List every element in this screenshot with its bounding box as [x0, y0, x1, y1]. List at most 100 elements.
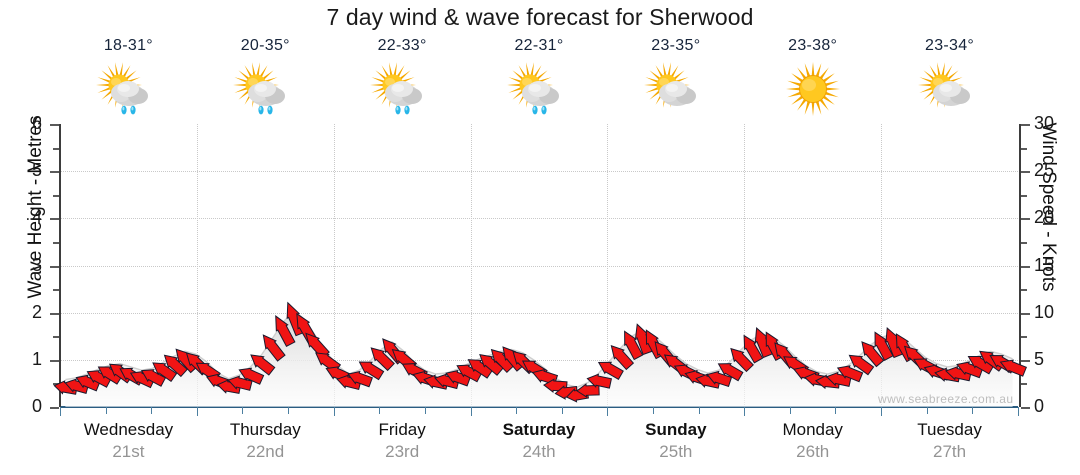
- tick-label-left: 2: [31, 301, 42, 322]
- day-temperature-range: 18-31°: [103, 37, 153, 54]
- plot-area: [60, 124, 1018, 408]
- tick-left-major: [50, 312, 59, 315]
- day-footer-monday: Monday 26th: [744, 419, 881, 463]
- tick-x-day-boundary: [60, 407, 61, 416]
- tick-left-major: [50, 124, 59, 126]
- day-header-thursday: 20-35°: [197, 36, 334, 120]
- tick-x-minor: [424, 407, 426, 414]
- tick-x-minor: [835, 407, 837, 414]
- tick-label-right: 10: [1034, 301, 1055, 322]
- day-weather-icon-wrap: [744, 60, 881, 120]
- day-weather-icon-wrap: [197, 60, 334, 120]
- tick-left-major: [50, 359, 59, 362]
- day-date-label: 27th: [933, 442, 967, 461]
- sun-cloud-icon: [643, 62, 696, 108]
- page-title: 7 day wind & wave forecast for Sherwood: [326, 4, 754, 30]
- tick-right-minor: [1021, 383, 1027, 386]
- day-weather-icon-wrap: [607, 60, 744, 120]
- tick-right-minor: [1021, 336, 1027, 339]
- tick-x-minor: [516, 407, 518, 414]
- tick-x-day-boundary: [1018, 407, 1019, 416]
- tick-x-day-boundary: [196, 407, 198, 416]
- gridline-horizontal: [60, 171, 1018, 173]
- sun-cloud-icon: [917, 62, 970, 108]
- day-footer-sunday: Sunday 25th: [607, 419, 744, 463]
- day-header-friday: 22-33°: [334, 36, 471, 120]
- tick-label-left: 4: [31, 207, 42, 228]
- day-header-saturday: 22-31°: [471, 36, 608, 120]
- gridline-day-separator: [196, 124, 198, 407]
- tick-left-minor: [53, 289, 59, 292]
- day-footer-thursday: Thursday 22nd: [197, 419, 334, 463]
- tick-x-minor: [151, 407, 153, 414]
- tick-x-minor: [379, 407, 381, 414]
- day-footer-friday: Friday 23rd: [334, 419, 471, 463]
- tick-label-right: 25: [1034, 160, 1055, 181]
- tick-label-right: 15: [1034, 254, 1055, 275]
- tick-label-right: 0: [1034, 396, 1045, 416]
- tick-right-major: [1021, 265, 1030, 268]
- tick-left-major: [50, 171, 59, 174]
- tick-left-major: [50, 265, 59, 268]
- tick-x-minor: [926, 407, 928, 414]
- day-name-label: Friday: [378, 420, 426, 439]
- tick-x-minor: [242, 407, 244, 414]
- day-temperature-range: 23-34°: [925, 37, 975, 54]
- site-watermark: www.seabreeze.com.au: [878, 392, 1014, 406]
- tick-left-minor: [53, 194, 59, 197]
- sun-icon: [785, 62, 840, 116]
- tick-label-left: 1: [31, 348, 42, 369]
- day-name-label: Thursday: [229, 420, 301, 439]
- tick-x-day-boundary: [333, 407, 335, 416]
- day-name-label: Sunday: [645, 420, 707, 439]
- tick-right-major: [1021, 218, 1030, 221]
- tick-x-minor: [288, 407, 289, 414]
- day-header-sunday: 23-35°: [607, 36, 744, 120]
- raindrops: [121, 105, 137, 115]
- tick-left-major: [50, 407, 59, 409]
- day-weather-icon-wrap: [334, 60, 471, 120]
- day-temperature-range: 22-33°: [377, 37, 427, 54]
- day-weather-icon-wrap: [471, 60, 608, 120]
- gridline-horizontal: [60, 359, 1018, 361]
- tick-label-left: 5: [31, 160, 42, 181]
- tick-left-minor: [53, 336, 59, 339]
- tick-left-minor: [53, 147, 59, 150]
- tick-x-minor: [561, 407, 563, 414]
- tick-label-right: 20: [1034, 207, 1055, 228]
- tick-label-right: 5: [1034, 348, 1045, 369]
- day-name-label: Monday: [782, 420, 843, 439]
- day-temperature-range: 22-31°: [514, 37, 564, 54]
- tick-right-major: [1021, 407, 1030, 409]
- tick-right-minor: [1021, 289, 1027, 292]
- raindrops: [532, 105, 547, 115]
- gridline-day-separator: [744, 124, 746, 407]
- tick-right-minor: [1021, 147, 1027, 150]
- day-date-label: 23rd: [385, 442, 420, 461]
- sun-cloud-rain-icon: [507, 62, 559, 115]
- gridline-horizontal: [60, 265, 1018, 267]
- tick-right-major: [1021, 359, 1030, 362]
- gridline-horizontal: [60, 218, 1018, 220]
- tick-x-minor: [105, 407, 107, 414]
- day-name-label: Saturday: [502, 420, 576, 439]
- sun-cloud-rain-icon: [370, 62, 423, 115]
- gridline-horizontal: [60, 312, 1018, 314]
- day-date-label: 24th: [522, 442, 556, 461]
- tick-right-minor: [1021, 241, 1027, 244]
- tick-x-day-boundary: [881, 407, 883, 416]
- tick-right-major: [1021, 312, 1030, 315]
- day-weather-icon-wrap: [881, 60, 1018, 120]
- raindrops: [395, 105, 410, 115]
- tick-x-minor: [653, 407, 654, 414]
- gridline-day-separator: [881, 124, 883, 407]
- tick-x-day-boundary: [470, 407, 472, 416]
- day-header-tuesday: 23-34°: [881, 36, 1018, 120]
- day-date-label: 21st: [112, 442, 145, 461]
- day-header-wednesday: 18-31°: [60, 36, 197, 120]
- tick-label-right: 30: [1034, 113, 1055, 133]
- tick-left-major: [50, 218, 59, 221]
- tick-x-day-boundary: [607, 407, 609, 416]
- x-axis-baseline: [60, 406, 1018, 408]
- left-axis-spine: [59, 124, 61, 407]
